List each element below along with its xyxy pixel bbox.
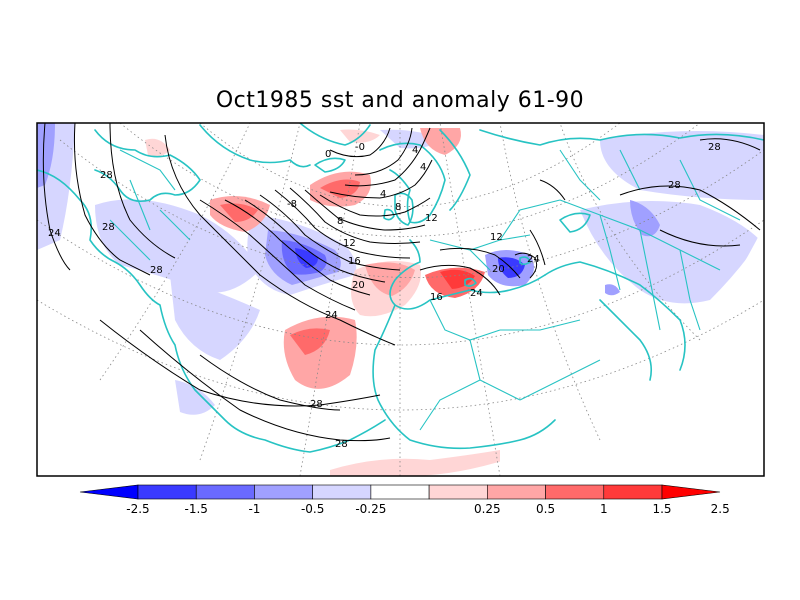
contour-label: 0: [325, 149, 331, 160]
contour-label: 8: [395, 202, 401, 213]
colorbar-tick-label: 1: [600, 502, 608, 516]
map-title: Oct1985 sst and anomaly 61-90: [215, 88, 585, 113]
graticule: [37, 123, 764, 476]
colorbar-box: [370, 484, 430, 500]
contour-label: 28: [708, 142, 721, 153]
contour-label: 24: [48, 228, 61, 239]
colorbar-box: [137, 484, 197, 500]
colorbar-box: [254, 484, 313, 500]
colorbar-box: [428, 484, 488, 500]
colorbar-right-arrow: [661, 484, 721, 500]
contour-label: 28: [310, 399, 323, 410]
colorbar-tick-label: -0.5: [301, 502, 324, 516]
contour-label: 16: [348, 256, 361, 267]
contour-label: -8: [287, 199, 297, 210]
colorbar-box: [545, 484, 605, 500]
colorbar-tick-label: -1: [248, 502, 260, 516]
contour-label: 4: [380, 189, 386, 200]
colorbar-box: [312, 484, 372, 500]
coastlines: [37, 123, 764, 453]
map-area: 28 24 28 28 0 -0 4 4 -8 4 8 8 12 12 16 2…: [37, 123, 764, 476]
contour-labels: 28 24 28 28 0 -0 4 4 -8 4 8 8 12 12 16 2…: [48, 142, 721, 450]
contour-label: 28: [150, 265, 163, 276]
map-frame: [36, 122, 765, 477]
colorbar-tick-label: 0.5: [536, 502, 555, 516]
contour-label: 16: [430, 292, 443, 303]
contour-label: 24: [470, 288, 483, 299]
contour-label: 4: [412, 145, 418, 156]
colorbar-left-arrow: [79, 484, 139, 500]
contour-label: 28: [668, 180, 681, 191]
contour-label: 12: [425, 213, 438, 224]
contour-label: -0: [355, 142, 365, 153]
contour-label: 12: [343, 238, 356, 249]
contour-label: 20: [492, 264, 505, 275]
colorbar: -2.5 -1.5 -1 -0.5 -0.25 0.25 0.5 1 1.5 2.5: [79, 484, 730, 516]
colorbar-tick-label: -0.25: [355, 502, 386, 516]
colorbar-box: [487, 484, 546, 500]
contour-label: 28: [100, 170, 113, 181]
contour-label: 28: [102, 222, 115, 233]
positive-anomaly-shading: [145, 128, 620, 476]
contour-label: 12: [490, 232, 503, 243]
colorbar-tick-label: 2.5: [711, 502, 730, 516]
colorbar-box: [195, 484, 255, 500]
colorbar-tick-label: -2.5: [126, 502, 149, 516]
colorbar-tick-label: -1.5: [185, 502, 208, 516]
negative-anomaly-shading: [37, 123, 764, 415]
sst-contours: [42, 123, 761, 442]
contour-label: 8: [337, 216, 343, 227]
contour-label: 24: [527, 254, 540, 265]
colorbar-box: [603, 484, 663, 500]
contour-label: 4: [420, 162, 426, 173]
colorbar-tick-label: 0.25: [474, 502, 501, 516]
contour-label: 20: [352, 280, 365, 291]
colorbar-tick-label: 1.5: [652, 502, 671, 516]
contour-label: 24: [325, 310, 338, 321]
contour-label: 28: [335, 439, 348, 450]
